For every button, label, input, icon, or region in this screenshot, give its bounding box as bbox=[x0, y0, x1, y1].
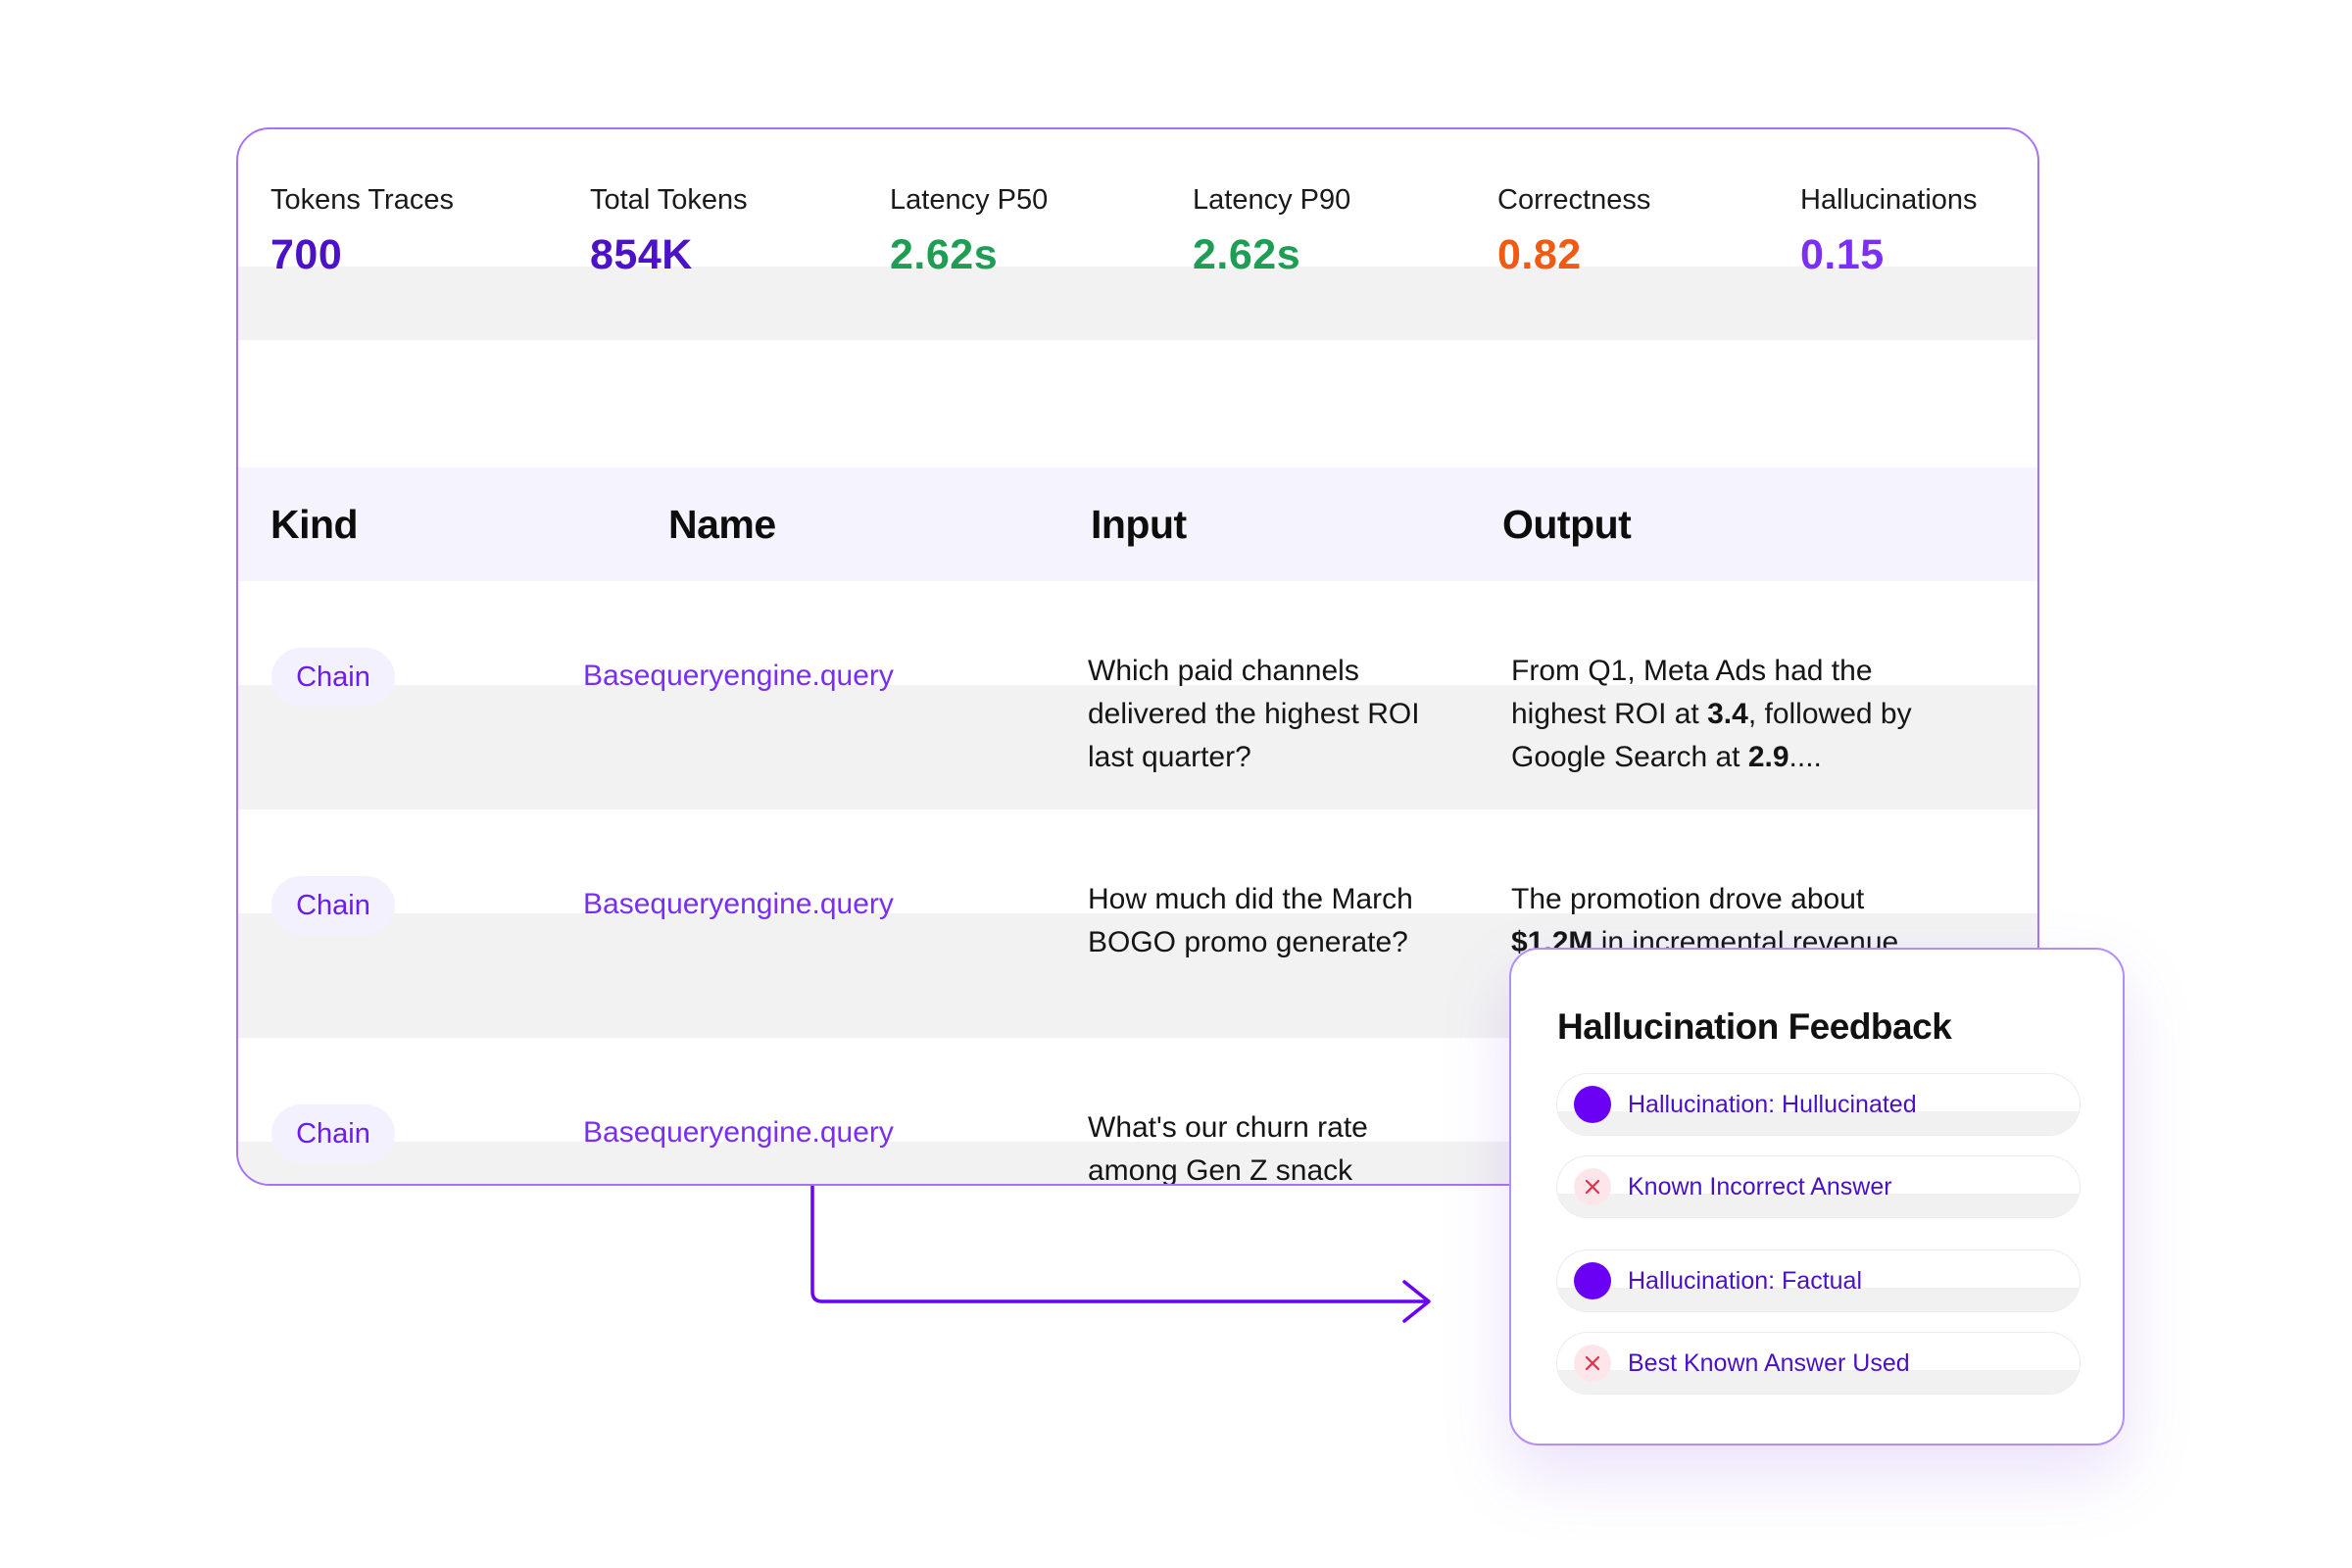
column-header-name[interactable]: Name bbox=[668, 502, 776, 547]
column-header-output[interactable]: Output bbox=[1502, 502, 1632, 547]
metric-latency-p90: Latency P90 2.62s bbox=[1193, 186, 1350, 276]
metric-value: 700 bbox=[270, 231, 343, 278]
table-row[interactable]: Chain Basequeryengine.query Which paid c… bbox=[238, 581, 2037, 809]
input-cell: Which paid channels delivered the highes… bbox=[1088, 655, 1420, 773]
column-header-input[interactable]: Input bbox=[1091, 502, 1187, 547]
metric-value: 2.62s bbox=[1193, 231, 1301, 278]
span-name-link[interactable]: Basequeryengine.query bbox=[583, 888, 894, 920]
feedback-item[interactable]: Best Known Answer Used bbox=[1557, 1333, 2080, 1394]
kind-chip: Chain bbox=[271, 1104, 395, 1163]
kind-chip: Chain bbox=[271, 648, 395, 707]
metrics-bar: Tokens Traces 700 Total Tokens 854K Late… bbox=[238, 129, 2037, 340]
feedback-label: Known Incorrect Answer bbox=[1628, 1173, 1892, 1200]
span-name-link[interactable]: Basequeryengine.query bbox=[583, 660, 894, 692]
metric-label: Latency P50 bbox=[890, 184, 1049, 216]
metric-label: Latency P90 bbox=[1193, 184, 1351, 216]
metric-label: Hallucinations bbox=[1800, 184, 1978, 216]
feedback-label: Hallucination: Factual bbox=[1628, 1267, 1863, 1295]
feedback-item[interactable]: Known Incorrect Answer bbox=[1557, 1156, 2080, 1217]
metric-label: Correctness bbox=[1497, 184, 1651, 216]
traces-panel: Tokens Traces 700 Total Tokens 854K Late… bbox=[236, 127, 2039, 1186]
metric-value: 0.82 bbox=[1497, 231, 1582, 278]
metric-value: 2.62s bbox=[890, 231, 999, 278]
feedback-label: Hallucination: Hullucinated bbox=[1628, 1091, 1917, 1118]
metric-value: 0.15 bbox=[1800, 231, 1885, 278]
metric-hallucinations: Hallucinations 0.15 bbox=[1800, 186, 1978, 276]
feedback-label: Best Known Answer Used bbox=[1628, 1349, 1910, 1377]
feedback-title: Hallucination Feedback bbox=[1557, 1006, 1952, 1047]
input-cell: What's our churn rate among Gen Z snack … bbox=[1088, 1111, 1368, 1186]
metric-value: 854K bbox=[590, 231, 693, 278]
filled-dot-icon bbox=[1574, 1262, 1611, 1299]
close-icon bbox=[1574, 1168, 1611, 1205]
metric-label: Tokens Traces bbox=[270, 184, 454, 216]
kind-chip: Chain bbox=[271, 876, 395, 935]
feedback-item[interactable]: Hallucination: Factual bbox=[1557, 1250, 2080, 1311]
metric-tokens-traces: Tokens Traces 700 bbox=[270, 186, 454, 276]
metric-total-tokens: Total Tokens 854K bbox=[590, 186, 748, 276]
feedback-item[interactable]: Hallucination: Hullucinated bbox=[1557, 1074, 2080, 1135]
output-cell: From Q1, Meta Ads had the highest ROI at… bbox=[1511, 655, 1912, 773]
column-header-kind[interactable]: Kind bbox=[270, 502, 359, 547]
hallucination-feedback-card: Hallucination Feedback Hallucination: Hu… bbox=[1509, 948, 2125, 1446]
metric-label: Total Tokens bbox=[590, 184, 748, 216]
table-header: Kind Name Input Output bbox=[238, 340, 2037, 581]
input-cell: How much did the March BOGO promo genera… bbox=[1088, 883, 1413, 958]
metric-latency-p50: Latency P50 2.62s bbox=[890, 186, 1048, 276]
metric-correctness: Correctness 0.82 bbox=[1497, 186, 1650, 276]
close-icon bbox=[1574, 1345, 1611, 1382]
filled-dot-icon bbox=[1574, 1086, 1611, 1123]
span-name-link[interactable]: Basequeryengine.query bbox=[583, 1116, 894, 1149]
